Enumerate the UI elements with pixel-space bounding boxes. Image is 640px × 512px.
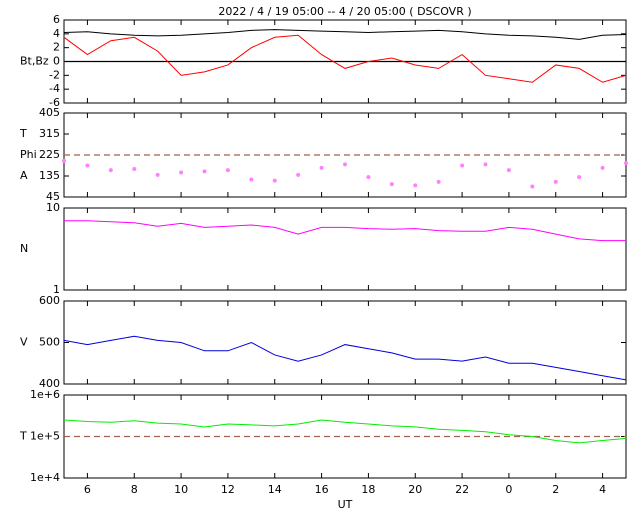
chart-title: 2022 / 4 / 19 05:00 -- 4 / 20 05:00 ( DS… xyxy=(218,5,471,18)
y-tick-label: 0 xyxy=(53,55,60,68)
y-tick-label: 1 xyxy=(53,283,60,296)
x-tick-label: 2 xyxy=(552,483,559,496)
x-tick-label: 16 xyxy=(315,483,329,496)
data-point xyxy=(85,163,90,168)
y-axis-label: N xyxy=(20,242,28,255)
y-tick-label: 10 xyxy=(46,201,60,214)
x-tick-label: 12 xyxy=(221,483,235,496)
y-tick-label: -2 xyxy=(49,68,60,81)
y-axis-label: T xyxy=(19,127,27,140)
panel-frame xyxy=(63,300,627,385)
data-point xyxy=(506,168,511,173)
y-tick-label: 600 xyxy=(39,294,60,307)
y-axis-label: T xyxy=(19,430,27,443)
y-tick-label: 500 xyxy=(39,336,60,349)
x-tick-label: 0 xyxy=(505,483,512,496)
x-tick-label: 14 xyxy=(268,483,282,496)
data-point xyxy=(413,183,418,188)
y-tick-label: 1e+4 xyxy=(30,471,60,484)
y-tick-label: 1e+6 xyxy=(30,388,60,401)
data-point xyxy=(179,170,184,175)
data-point xyxy=(600,165,605,170)
y-tick-label: 315 xyxy=(39,127,60,140)
data-point xyxy=(202,169,207,174)
y-axis-label: A xyxy=(20,169,28,182)
y-tick-label: -6 xyxy=(49,96,60,109)
x-tick-label: 8 xyxy=(131,483,138,496)
y-tick-label: 135 xyxy=(39,169,60,182)
y-tick-label: 4 xyxy=(53,27,60,40)
x-tick-label: 4 xyxy=(599,483,606,496)
x-tick-label: 10 xyxy=(174,483,188,496)
data-line xyxy=(63,34,627,83)
data-line xyxy=(63,29,627,40)
y-tick-label: -4 xyxy=(49,82,60,95)
panel-frame xyxy=(63,207,627,291)
data-point xyxy=(132,167,137,171)
y-tick-label: 1e+5 xyxy=(30,430,60,443)
y-tick-label: 400 xyxy=(39,377,60,390)
data-point xyxy=(296,172,301,177)
data-point xyxy=(272,178,277,183)
x-axis-label: UT xyxy=(338,498,353,511)
data-point xyxy=(108,168,113,173)
data-point xyxy=(343,162,347,167)
data-point xyxy=(624,161,628,166)
y-tick-label: 6 xyxy=(53,13,60,26)
y-tick-label: 405 xyxy=(39,106,60,119)
x-tick-label: 20 xyxy=(408,483,422,496)
y-axis-label: Phi xyxy=(20,148,37,161)
data-point xyxy=(366,175,371,180)
data-point xyxy=(483,162,488,167)
data-point xyxy=(436,179,441,184)
data-point xyxy=(460,163,465,168)
data-line xyxy=(63,335,627,381)
data-point xyxy=(155,172,160,177)
data-point xyxy=(249,177,254,182)
data-point xyxy=(389,182,394,187)
y-axis-label: Bt,Bz xyxy=(20,55,49,68)
y-tick-label: 225 xyxy=(39,148,60,161)
data-point xyxy=(577,175,582,180)
y-tick-label: 45 xyxy=(46,190,60,203)
x-tick-label: 6 xyxy=(84,483,91,496)
data-point xyxy=(530,184,535,189)
data-point xyxy=(62,158,66,163)
y-axis-label: V xyxy=(20,336,28,349)
x-tick-label: 22 xyxy=(455,483,469,496)
data-point xyxy=(319,165,324,170)
data-point xyxy=(553,179,558,184)
y-tick-label: 2 xyxy=(53,41,60,54)
data-line xyxy=(63,419,627,444)
x-tick-label: 18 xyxy=(361,483,375,496)
data-line xyxy=(64,220,626,242)
data-point xyxy=(225,168,230,173)
